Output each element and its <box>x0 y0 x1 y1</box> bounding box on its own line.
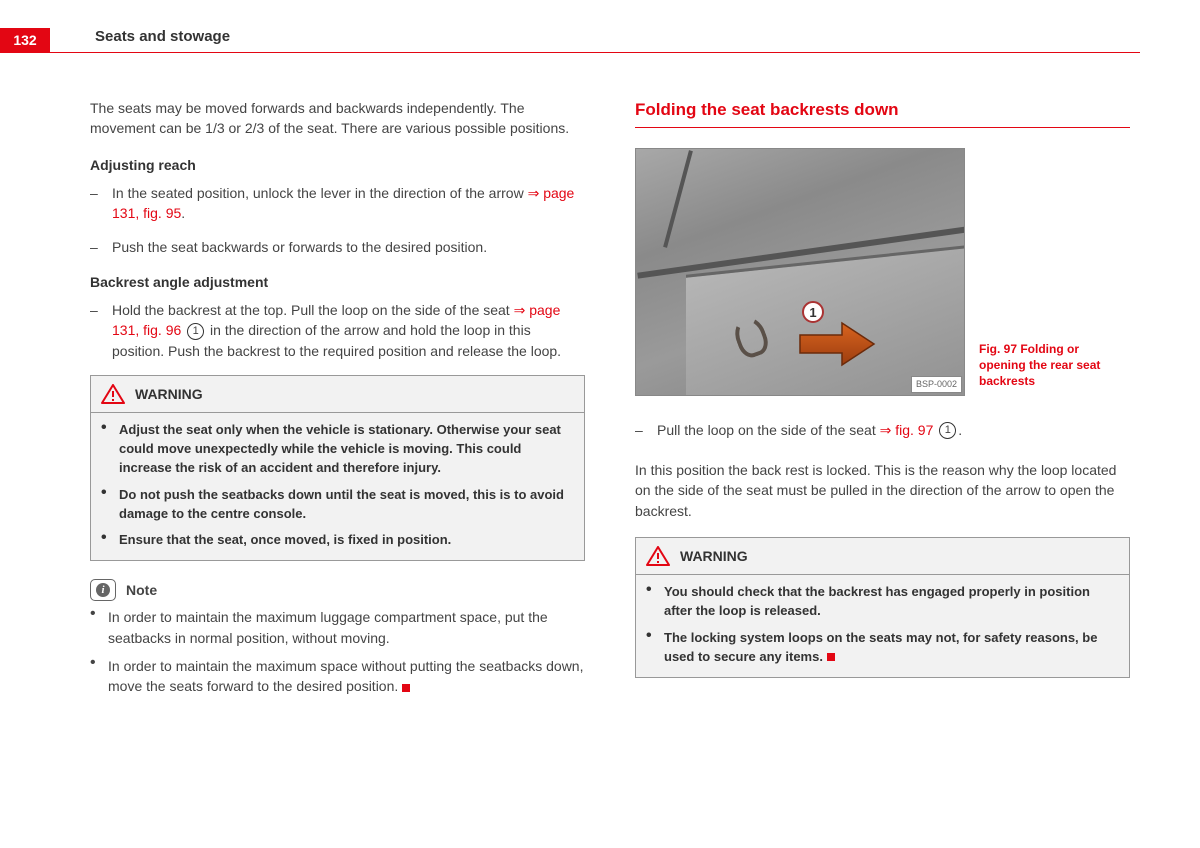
info-icon: i <box>90 579 116 601</box>
bullet-icon: • <box>101 531 119 550</box>
warning-header: WARNING <box>636 538 1129 575</box>
bullet-icon: • <box>101 421 119 478</box>
list-item: – Pull the loop on the side of the seat … <box>635 420 1130 440</box>
figure-code-badge: BSP-0002 <box>911 376 962 393</box>
text-fragment: Pull the loop on the side of the seat <box>657 422 880 438</box>
header-rule <box>0 52 1140 53</box>
figure-reference-link[interactable]: ⇒ fig. 97 <box>880 422 934 438</box>
warning-box: WARNING • Adjust the seat only when the … <box>90 375 585 561</box>
list-text: Hold the backrest at the top. Pull the l… <box>112 300 585 361</box>
dash-bullet: – <box>90 183 112 224</box>
warning-label: WARNING <box>680 546 748 566</box>
figure-callout-marker: 1 <box>802 301 824 323</box>
note-body: • In order to maintain the maximum lugga… <box>90 607 585 696</box>
note-text: In order to maintain the maximum luggage… <box>108 607 585 648</box>
warning-box: WARNING • You should check that the back… <box>635 537 1130 678</box>
dash-bullet: – <box>635 420 657 440</box>
note-header: i Note <box>90 579 585 601</box>
text-fragment: . <box>181 205 185 221</box>
warning-text: Do not push the seatbacks down until the… <box>119 486 574 524</box>
warning-text: Adjust the seat only when the vehicle is… <box>119 421 574 478</box>
warning-bullet: • Ensure that the seat, once moved, is f… <box>101 531 574 550</box>
text-fragment: Hold the backrest at the top. Pull the l… <box>112 302 514 318</box>
text-fragment: . <box>958 422 962 438</box>
warning-triangle-icon <box>101 384 125 404</box>
body-paragraph: In this position the back rest is locked… <box>635 460 1130 521</box>
warning-body: • You should check that the backrest has… <box>636 575 1129 676</box>
right-column: Folding the seat backrests down 1 <box>635 98 1130 705</box>
warning-header: WARNING <box>91 376 584 413</box>
end-square-icon <box>827 653 835 661</box>
end-square-icon <box>402 684 410 692</box>
list-text: In the seated position, unlock the lever… <box>112 183 585 224</box>
list-item: – In the seated position, unlock the lev… <box>90 183 585 224</box>
info-i-glyph: i <box>96 583 110 597</box>
arrow-icon <box>796 321 876 367</box>
header-title: Seats and stowage <box>95 28 230 45</box>
note-label: Note <box>126 580 157 600</box>
bullet-icon: • <box>646 629 664 667</box>
text-fragment: The locking system loops on the seats ma… <box>664 630 1097 664</box>
note-bullet: • In order to maintain the maximum lugga… <box>90 607 585 648</box>
circled-number-icon: 1 <box>939 422 956 439</box>
heading-adjusting-reach: Adjusting reach <box>90 155 585 175</box>
list-item: – Hold the backrest at the top. Pull the… <box>90 300 585 361</box>
left-column: The seats may be moved forwards and back… <box>90 98 585 705</box>
warning-text: The locking system loops on the seats ma… <box>664 629 1119 667</box>
warning-triangle-icon <box>646 546 670 566</box>
figure-caption: Fig. 97 Folding or opening the rear seat… <box>979 341 1119 396</box>
warning-text: You should check that the backrest has e… <box>664 583 1119 621</box>
intro-paragraph: The seats may be moved forwards and back… <box>90 98 585 139</box>
note-bullet: • In order to maintain the maximum space… <box>90 656 585 697</box>
figure-row: 1 BSP-0002 Fig. 97 Folding or opening th… <box>635 148 1130 396</box>
section-title: Folding the seat backrests down <box>635 98 1130 123</box>
text-fragment: In order to maintain the maximum space w… <box>108 658 583 694</box>
list-item: – Push the seat backwards or forwards to… <box>90 237 585 257</box>
dash-bullet: – <box>90 237 112 257</box>
dash-bullet: – <box>90 300 112 361</box>
warning-text: Ensure that the seat, once moved, is fix… <box>119 531 574 550</box>
note-text: In order to maintain the maximum space w… <box>108 656 585 697</box>
page-number-badge: 132 <box>0 28 50 52</box>
warning-bullet: • The locking system loops on the seats … <box>646 629 1119 667</box>
figure-image: 1 BSP-0002 <box>635 148 965 396</box>
section-rule <box>635 127 1130 128</box>
warning-bullet: • You should check that the backrest has… <box>646 583 1119 621</box>
bullet-icon: • <box>90 656 108 697</box>
circled-number-icon: 1 <box>187 323 204 340</box>
bullet-icon: • <box>101 486 119 524</box>
bullet-icon: • <box>90 607 108 648</box>
heading-backrest-angle: Backrest angle adjustment <box>90 272 585 292</box>
list-text: Push the seat backwards or forwards to t… <box>112 237 585 257</box>
warning-bullet: • Do not push the seatbacks down until t… <box>101 486 574 524</box>
content-area: The seats may be moved forwards and back… <box>90 98 1140 705</box>
bullet-icon: • <box>646 583 664 621</box>
warning-bullet: • Adjust the seat only when the vehicle … <box>101 421 574 478</box>
list-text: Pull the loop on the side of the seat ⇒ … <box>657 420 1130 440</box>
warning-body: • Adjust the seat only when the vehicle … <box>91 413 584 560</box>
warning-label: WARNING <box>135 384 203 404</box>
text-fragment: In the seated position, unlock the lever… <box>112 185 528 201</box>
seat-illustration-line <box>663 150 693 248</box>
